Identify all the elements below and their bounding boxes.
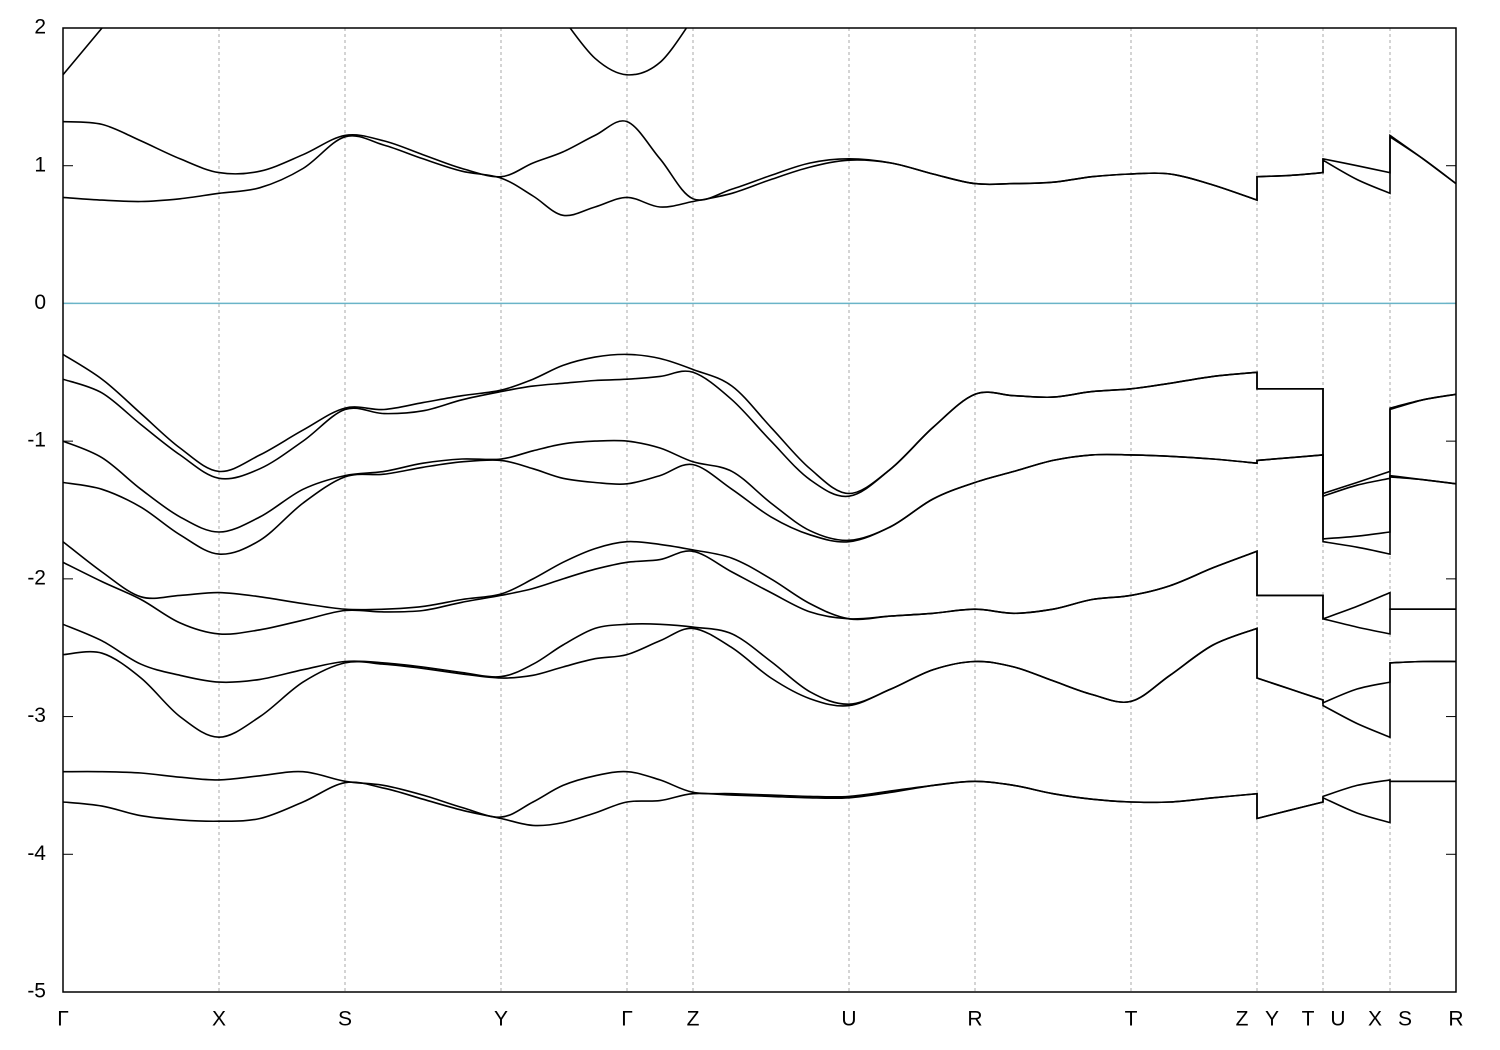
band-line [63,540,1456,621]
x-tick-label: S [338,1008,352,1031]
x-tick-label: R [1448,1008,1463,1031]
y-tick-label: -2 [27,566,46,589]
band-line [63,770,1456,820]
band-line [63,120,1456,202]
x-tick-label: U [841,1008,856,1031]
x-tick-label: Y [1265,1008,1279,1031]
x-tick-label: Y [494,1008,508,1031]
x-tick-label: Γ [621,1008,633,1031]
y-tick-label: 2 [34,16,46,39]
y-tick-label: -3 [27,704,46,727]
x-tick-label: U [1330,1008,1345,1031]
y-tick-label: 1 [34,153,46,176]
x-tick-label: T [1125,1008,1138,1031]
x-tick-label: S [1398,1008,1412,1031]
y-tick-label: -4 [27,842,46,865]
x-tick-label: T [1302,1008,1315,1031]
band-line [63,623,1456,706]
x-tick-label: Z [1236,1008,1249,1031]
y-tick-label: 0 [34,291,46,314]
x-tick-label: Γ [57,1008,69,1031]
bands [63,28,1456,827]
plot-frame [62,27,1457,993]
x-tick-label: Z [687,1008,700,1031]
x-tick-label: X [1368,1008,1382,1031]
x-tick-label: R [967,1008,982,1031]
band-line [63,439,1456,542]
y-tick-label: -5 [27,980,46,1003]
x-tick-label: X [212,1008,226,1031]
y-tick-label: -1 [27,429,46,452]
band-line [63,28,688,76]
band-line [63,353,1456,495]
